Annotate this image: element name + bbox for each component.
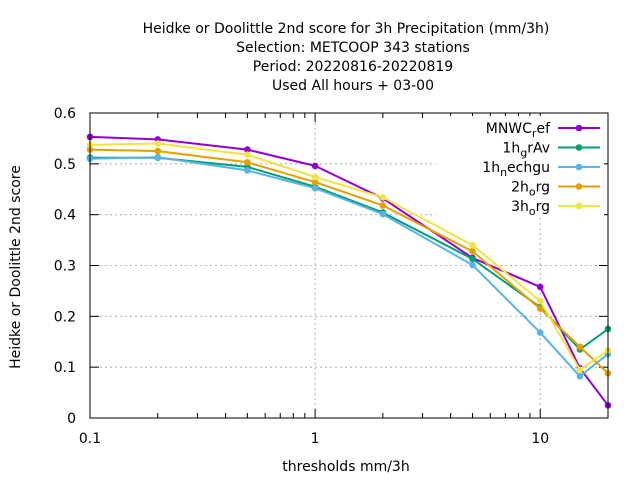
y-tick-label: 0.3 [54, 259, 76, 275]
y-tick-label: 0.5 [54, 157, 76, 173]
x-tick-label: 10 [531, 431, 549, 447]
x-tick-label: 0.1 [79, 431, 101, 447]
data-point [536, 283, 544, 291]
legend-entry-3: 1hnechgu [482, 160, 600, 179]
x-axis-label: thresholds mm/3h [282, 459, 409, 475]
legend-swatch-marker [575, 183, 583, 190]
data-point [469, 255, 476, 263]
data-point [469, 248, 476, 255]
data-point [311, 173, 319, 181]
tick-labels: 00.10.20.30.40.50.60.1 1 10 [54, 106, 549, 447]
legend-swatch-marker [575, 144, 583, 151]
data-point [576, 366, 584, 374]
legend-label: 1hnechgu [482, 160, 550, 179]
plot-frame [89, 112, 609, 419]
legend-label: 3horg [511, 199, 550, 218]
y-tick-label: 0.4 [54, 208, 76, 224]
data-point [244, 167, 251, 174]
data-point [311, 184, 319, 192]
data-point [379, 202, 387, 209]
data-point [536, 329, 544, 336]
data-point [576, 343, 584, 351]
data-point [244, 146, 251, 153]
data-point [244, 159, 251, 166]
data-point [311, 178, 319, 186]
title-line-2: Selection: METCOOP 343 stations [236, 40, 470, 56]
legend-swatch-marker [575, 202, 583, 210]
y-tick-label: 0.1 [54, 360, 76, 376]
legend-label: 1hgrAv [502, 141, 550, 160]
data-point [379, 194, 387, 201]
data-point [576, 373, 584, 380]
legend-swatch-marker [575, 124, 583, 132]
legend-entry-1: MNWCref [486, 121, 600, 140]
legend-entry-2: 1hgrAv [502, 141, 600, 160]
data-point [244, 151, 251, 158]
series-4 [86, 146, 612, 377]
y-tick-label: 0.6 [54, 106, 76, 122]
legend-entry-5: 3horg [511, 199, 600, 218]
data-point [154, 140, 162, 147]
x-tick-label: 1 [311, 431, 320, 447]
legend-entry-4: 2horg [511, 180, 600, 199]
title-line-3: Period: 20220816-20220819 [253, 59, 453, 75]
title-line-1: Heidke or Doolittle 2nd score for 3h Pre… [143, 21, 550, 37]
chart-title: Heidke or Doolittle 2nd score for 3h Pre… [143, 21, 550, 94]
data-point [154, 153, 162, 161]
data-point [469, 241, 476, 249]
data-point [379, 210, 387, 218]
data-point [311, 162, 319, 170]
data-point [536, 297, 544, 305]
legend-label: 2horg [511, 180, 550, 199]
data-point [536, 305, 544, 313]
legend-label: MNWCref [486, 121, 551, 140]
legend-swatch-marker [575, 163, 583, 171]
y-tick-label: 0.2 [54, 309, 76, 325]
title-line-4: Used All hours + 03-00 [272, 78, 434, 94]
data-point [154, 147, 162, 155]
data-point [469, 261, 476, 269]
y-tick-label: 0 [67, 411, 76, 427]
y-axis-label: Heidke or Doolittle 2nd score [8, 165, 24, 369]
